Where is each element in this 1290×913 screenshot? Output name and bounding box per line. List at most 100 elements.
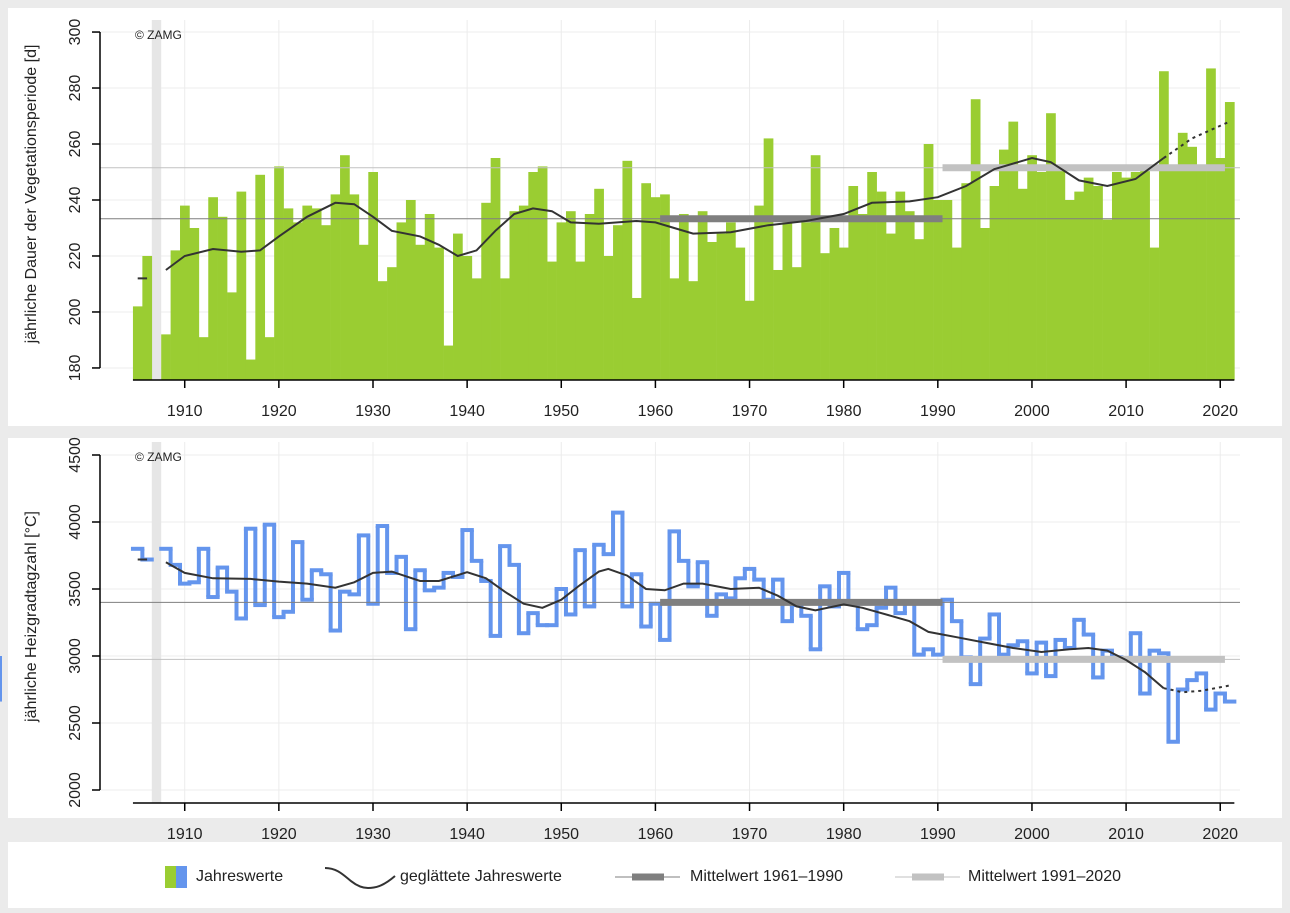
bar bbox=[594, 188, 604, 380]
bar bbox=[1046, 113, 1056, 380]
bar bbox=[1177, 132, 1188, 380]
bar bbox=[1224, 102, 1235, 380]
x-tick-label: 1960 bbox=[638, 403, 674, 420]
bar bbox=[613, 225, 623, 380]
bar bbox=[283, 208, 294, 380]
missing-year bbox=[151, 20, 162, 380]
x-tick-label: 1990 bbox=[920, 403, 956, 420]
legend-swatch bbox=[165, 866, 176, 888]
y-tick-label: 2000 bbox=[67, 772, 84, 808]
y-axis-label: jährliche Heizgradtagzahl [°C] bbox=[23, 511, 40, 723]
bar bbox=[669, 278, 680, 380]
bar bbox=[848, 186, 859, 380]
bar bbox=[886, 233, 896, 380]
bar bbox=[1130, 172, 1141, 380]
bar bbox=[970, 99, 981, 380]
bar bbox=[622, 160, 633, 380]
missing-year bbox=[151, 442, 162, 803]
bar bbox=[245, 359, 256, 380]
bar bbox=[453, 233, 463, 380]
bar bbox=[688, 281, 699, 380]
bar bbox=[462, 255, 473, 380]
bar bbox=[1093, 186, 1103, 380]
bar bbox=[292, 222, 303, 380]
bar bbox=[528, 172, 539, 380]
bar bbox=[368, 172, 379, 380]
bar bbox=[170, 250, 181, 380]
smooth-line bbox=[137, 156, 1165, 280]
smooth-line bbox=[137, 558, 1165, 689]
bar bbox=[631, 297, 642, 380]
bar bbox=[1121, 177, 1132, 380]
x-tick-label: 1950 bbox=[543, 403, 579, 420]
bar bbox=[575, 261, 586, 380]
bar bbox=[914, 239, 924, 380]
bar bbox=[208, 197, 218, 380]
bar bbox=[227, 292, 237, 380]
y-tick-label: 260 bbox=[67, 131, 84, 158]
bar bbox=[1036, 172, 1047, 380]
bar bbox=[321, 225, 331, 380]
y-tick-label: 2500 bbox=[67, 705, 84, 741]
bar bbox=[500, 278, 510, 380]
smooth-projection bbox=[1163, 684, 1230, 694]
bar bbox=[980, 227, 990, 380]
x-tick-label: 2020 bbox=[1202, 826, 1238, 843]
bar bbox=[933, 200, 943, 380]
bar bbox=[726, 222, 736, 380]
bar bbox=[434, 247, 444, 380]
x-tick-label: 1930 bbox=[355, 403, 391, 420]
bar bbox=[377, 281, 388, 380]
bar bbox=[518, 205, 529, 380]
x-tick-label: 1910 bbox=[167, 826, 203, 843]
bar bbox=[999, 149, 1009, 380]
bar bbox=[641, 183, 652, 380]
bar bbox=[923, 144, 934, 380]
bar bbox=[302, 205, 313, 380]
bar bbox=[989, 186, 1000, 380]
x-tick-label: 1930 bbox=[355, 826, 391, 843]
bar bbox=[349, 194, 360, 380]
legend-label: Mittelwert 1961–1990 bbox=[690, 868, 843, 885]
bar bbox=[773, 269, 783, 380]
bar bbox=[264, 337, 275, 380]
bar bbox=[1168, 166, 1179, 380]
legend-label: Mittelwert 1991–2020 bbox=[968, 868, 1121, 885]
legend-swatch bbox=[176, 866, 187, 888]
bar bbox=[161, 334, 171, 380]
bar bbox=[1083, 177, 1094, 380]
bar bbox=[1206, 68, 1216, 381]
bar bbox=[801, 222, 812, 380]
bar bbox=[791, 267, 802, 380]
bar bbox=[1215, 158, 1226, 380]
y-tick-label: 200 bbox=[67, 299, 84, 326]
bar bbox=[707, 241, 717, 380]
bar bbox=[584, 213, 595, 380]
y-tick-label: 4000 bbox=[67, 504, 84, 540]
bar bbox=[660, 194, 670, 380]
bar bbox=[904, 211, 915, 380]
bar bbox=[415, 244, 426, 380]
bar bbox=[744, 300, 755, 380]
bar bbox=[754, 205, 764, 380]
bar bbox=[1055, 166, 1066, 380]
x-tick-label: 1940 bbox=[449, 826, 485, 843]
bar bbox=[820, 253, 830, 380]
bar bbox=[716, 233, 727, 380]
x-tick-label: 1970 bbox=[732, 403, 768, 420]
bar bbox=[1196, 166, 1207, 380]
legend-label: geglättete Jahreswerte bbox=[400, 868, 562, 885]
bar bbox=[198, 337, 209, 380]
bar bbox=[1027, 155, 1037, 380]
bar bbox=[1111, 172, 1122, 380]
x-tick-label: 1980 bbox=[826, 826, 862, 843]
y-tick-label: 300 bbox=[67, 19, 84, 46]
bar bbox=[236, 191, 247, 380]
x-tick-label: 1920 bbox=[261, 403, 297, 420]
y-tick-label: 180 bbox=[67, 355, 84, 382]
x-tick-label: 2010 bbox=[1108, 403, 1144, 420]
bar bbox=[330, 194, 341, 380]
y-axis-label: jährliche Dauer der Vegetationsperiode [… bbox=[23, 45, 40, 345]
bar bbox=[443, 345, 454, 380]
x-tick-label: 1980 bbox=[826, 403, 862, 420]
